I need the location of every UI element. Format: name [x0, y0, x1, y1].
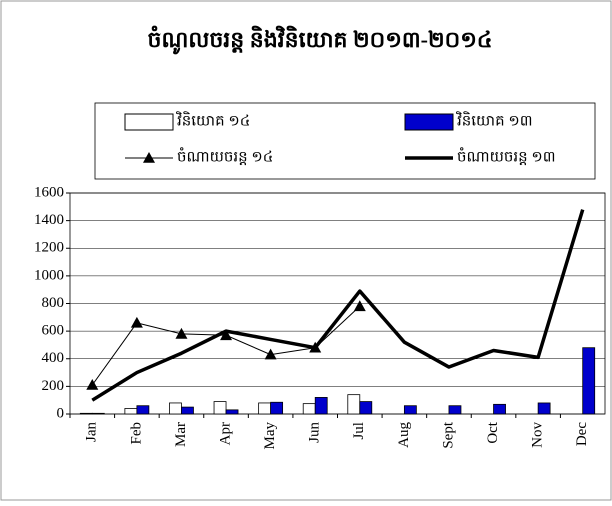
legend-label: វិនិយោគ ១៣ — [456, 110, 533, 129]
bar — [225, 409, 239, 415]
y-tick-label: 0 — [57, 405, 65, 421]
bar — [582, 347, 596, 415]
x-tick-label: Aug — [396, 422, 412, 448]
x-tick-label: Jun — [307, 422, 323, 443]
bar — [302, 403, 316, 415]
line — [91, 209, 585, 402]
bar — [448, 405, 462, 415]
bar — [169, 402, 182, 415]
legend — [94, 102, 596, 180]
point — [175, 327, 188, 339]
bar — [347, 394, 361, 415]
x-tick-label: Mar — [173, 422, 189, 447]
point — [86, 378, 99, 390]
legend-label: ចំណាយចរន្ត ១៤ — [177, 146, 273, 165]
bar — [359, 401, 373, 415]
x-tick-label: Apr — [217, 422, 233, 445]
x-tick-label: Feb — [128, 422, 144, 445]
bar — [79, 412, 93, 415]
x-tick-label: Jul — [351, 422, 367, 440]
legend-marker — [143, 152, 155, 163]
y-tick-label: 1600 — [34, 184, 64, 200]
point — [220, 329, 233, 341]
x-tick-label: Oct — [485, 421, 501, 443]
x-tick-label: Sept — [440, 421, 456, 449]
x-tick-label: May — [262, 422, 278, 450]
bar — [403, 405, 417, 415]
y-tick-label: 600 — [42, 323, 65, 339]
x-tick-label: Jan — [84, 422, 100, 442]
legend-swatch — [404, 113, 454, 131]
bar — [124, 408, 138, 415]
legend-label: វិនិយោគ ១៤ — [176, 110, 251, 129]
y-tick-label: 1400 — [34, 212, 64, 228]
bar — [91, 412, 105, 415]
legend-label: ចំណាយចរន្ត ១៣ — [457, 146, 556, 165]
legend-swatch — [124, 113, 174, 131]
bar — [213, 401, 227, 415]
y-tick-label: 1000 — [34, 267, 64, 283]
point — [353, 300, 366, 312]
x-tick-label: Dec — [574, 422, 590, 446]
bar — [258, 402, 272, 415]
bar — [493, 403, 506, 415]
y-tick-label: 1200 — [34, 240, 64, 256]
bar — [270, 401, 284, 415]
bar — [136, 405, 150, 415]
y-tick-label: 400 — [42, 350, 65, 366]
x-tick-label: Nov — [530, 422, 546, 448]
chart-title: ចំណូលចរន្ត និងវិនិយោគ ២០១៣-២០១៤ — [148, 25, 493, 55]
point — [130, 316, 143, 328]
y-tick-label: 200 — [42, 378, 65, 394]
bar — [537, 402, 551, 415]
bar — [181, 406, 194, 415]
point — [264, 348, 277, 360]
bar — [314, 397, 328, 415]
y-tick-label: 800 — [42, 295, 65, 311]
